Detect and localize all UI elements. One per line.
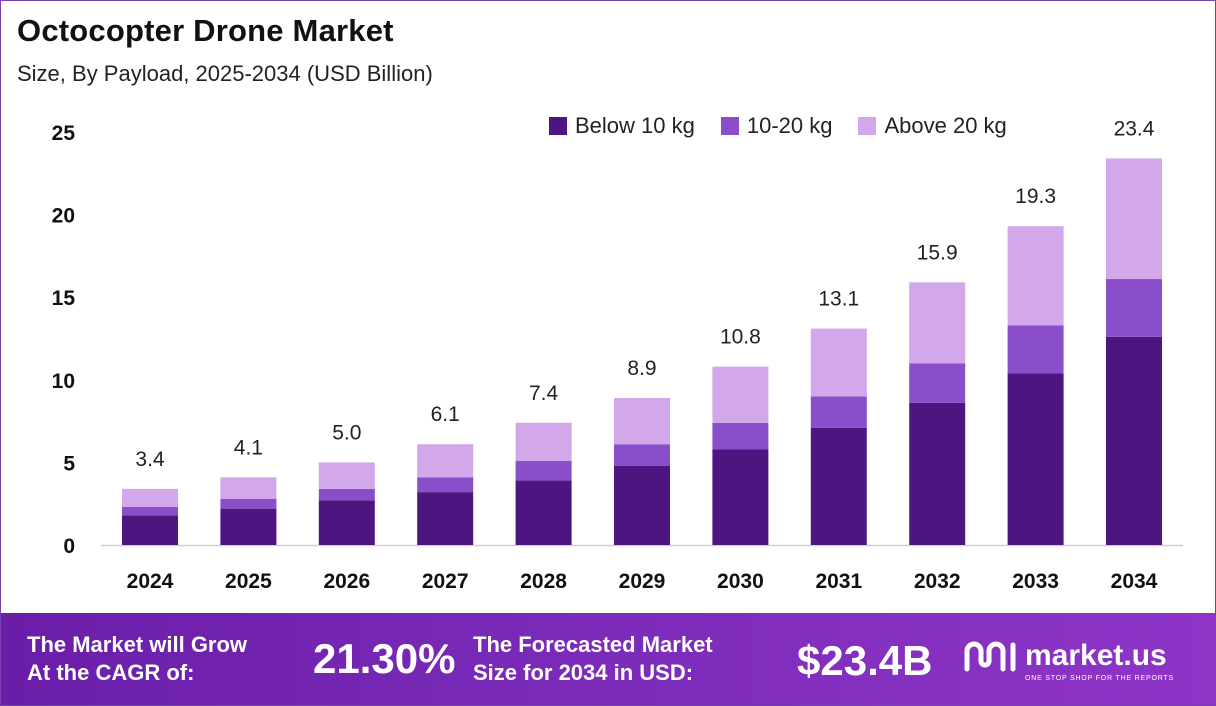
bar-segment-above-20-kg-2028 — [515, 422, 572, 461]
bar-segment-below-10-kg-2029 — [614, 465, 670, 545]
legend-label-above-20kg: Above 20 kg — [884, 113, 1007, 138]
bar-segment-above-20-kg-2024 — [122, 488, 178, 508]
bar-segment-above-20-kg-2027 — [417, 444, 474, 478]
bar-segment-10-20-kg-2031 — [810, 396, 867, 428]
x-tick-label: 2032 — [914, 570, 961, 593]
bar-segment-10-20-kg-2027 — [417, 477, 474, 493]
legend-item-below-10kg: Below 10 kg — [549, 113, 695, 139]
bar-total-label: 4.1 — [234, 436, 263, 459]
bar-segment-10-20-kg-2024 — [122, 507, 178, 516]
market-us-logo[interactable]: market.us ONE STOP SHOP FOR THE REPORTS — [963, 639, 1173, 682]
bar-segment-above-20-kg-2032 — [909, 282, 966, 364]
forecast-value: $23.4B — [797, 637, 933, 684]
bar-segment-10-20-kg-2028 — [515, 460, 572, 481]
chart-title: Octocopter Drone Market — [17, 13, 394, 48]
y-tick-label: 25 — [52, 122, 76, 145]
chart-legend: Below 10 kg 10-20 kg Above 20 kg — [549, 113, 1033, 139]
bar-segment-below-10-kg-2033 — [1007, 373, 1064, 545]
legend-item-above-20kg: Above 20 kg — [858, 113, 1007, 139]
bar-segment-10-20-kg-2032 — [909, 363, 966, 403]
cagr-label-line-1: The Market will Grow — [27, 632, 248, 657]
bar-segment-above-20-kg-2025 — [220, 477, 277, 499]
forecast-label: The Forecasted Market Size for 2034 in U… — [473, 631, 713, 687]
bar-segment-below-10-kg-2025 — [220, 508, 277, 545]
x-tick-label: 2028 — [520, 570, 567, 593]
bar-segment-below-10-kg-2032 — [909, 402, 966, 545]
bar-segment-below-10-kg-2026 — [318, 500, 375, 545]
bar-segment-10-20-kg-2025 — [220, 498, 277, 509]
x-tick-label: 2033 — [1012, 570, 1059, 593]
legend-swatch-below-10kg — [549, 117, 567, 135]
y-tick-label: 5 — [63, 452, 75, 475]
bar-segment-below-10-kg-2024 — [122, 515, 178, 545]
market-us-logo-icon — [964, 641, 1016, 672]
bar-segment-10-20-kg-2026 — [318, 488, 375, 501]
chart-subtitle: Size, By Payload, 2025-2034 (USD Billion… — [17, 61, 433, 86]
stacked-bar-chart: 05101520253.420244.120255.020266.120277.… — [52, 117, 1183, 593]
y-tick-label: 10 — [52, 370, 75, 393]
legend-swatch-10-20kg — [720, 117, 739, 135]
bar-segment-below-10-kg-2031 — [810, 427, 867, 545]
bar-segment-10-20-kg-2033 — [1007, 325, 1064, 374]
cagr-value: 21.30% — [313, 635, 456, 682]
y-tick-label: 20 — [52, 205, 75, 228]
bar-total-label: 23.4 — [1114, 117, 1155, 140]
bar-segment-above-20-kg-2029 — [614, 397, 670, 445]
legend-swatch-above-20kg — [858, 117, 877, 135]
bar-total-label: 19.3 — [1015, 185, 1056, 208]
legend-label-10-20kg: 10-20 kg — [746, 113, 833, 138]
x-tick-label: 2030 — [717, 570, 764, 593]
y-tick-label: 0 — [63, 535, 75, 558]
bar-segment-below-10-kg-2034 — [1106, 336, 1162, 545]
bar-total-label: 13.1 — [818, 288, 859, 311]
logo-tagline: ONE STOP SHOP FOR THE REPORTS — [1025, 675, 1174, 682]
x-tick-label: 2025 — [225, 570, 272, 593]
logo-name: market.us — [1025, 639, 1167, 672]
x-tick-label: 2029 — [619, 570, 666, 593]
bar-segment-above-20-kg-2026 — [318, 462, 375, 489]
x-tick-label: 2027 — [422, 570, 469, 593]
bar-segment-below-10-kg-2030 — [712, 449, 769, 545]
bar-total-label: 3.4 — [135, 448, 165, 471]
bar-total-label: 10.8 — [720, 326, 761, 349]
bar-segment-below-10-kg-2027 — [417, 492, 474, 545]
cagr-label-line-2: At the CAGR of: — [27, 660, 195, 685]
y-tick-label: 15 — [52, 287, 76, 310]
bar-segment-below-10-kg-2028 — [515, 480, 572, 545]
footer-banner: The Market will Grow At the CAGR of: 21.… — [1, 613, 1215, 705]
forecast-label-line-1: The Forecasted Market — [473, 632, 713, 657]
legend-item-10-20kg: 10-20 kg — [720, 113, 833, 139]
bar-segment-10-20-kg-2029 — [614, 444, 670, 466]
bar-total-label: 5.0 — [332, 421, 361, 444]
x-tick-label: 2031 — [815, 570, 862, 593]
bar-segment-above-20-kg-2031 — [810, 328, 867, 397]
x-tick-label: 2024 — [127, 570, 174, 593]
bar-segment-above-20-kg-2034 — [1106, 158, 1162, 280]
bar-segment-10-20-kg-2030 — [712, 422, 769, 450]
bar-total-label: 6.1 — [431, 403, 460, 426]
bar-segment-above-20-kg-2030 — [712, 366, 769, 423]
bar-total-label: 7.4 — [529, 382, 559, 405]
cagr-label: The Market will Grow At the CAGR of: — [27, 631, 247, 687]
bar-segment-10-20-kg-2034 — [1106, 279, 1162, 337]
forecast-label-line-2: Size for 2034 in USD: — [473, 660, 694, 685]
legend-label-below-10kg: Below 10 kg — [575, 113, 695, 138]
bar-total-label: 15.9 — [917, 241, 958, 264]
bar-segment-above-20-kg-2033 — [1007, 226, 1064, 326]
x-tick-label: 2034 — [1111, 570, 1158, 593]
bar-total-label: 8.9 — [627, 357, 656, 380]
x-tick-label: 2026 — [323, 570, 370, 593]
